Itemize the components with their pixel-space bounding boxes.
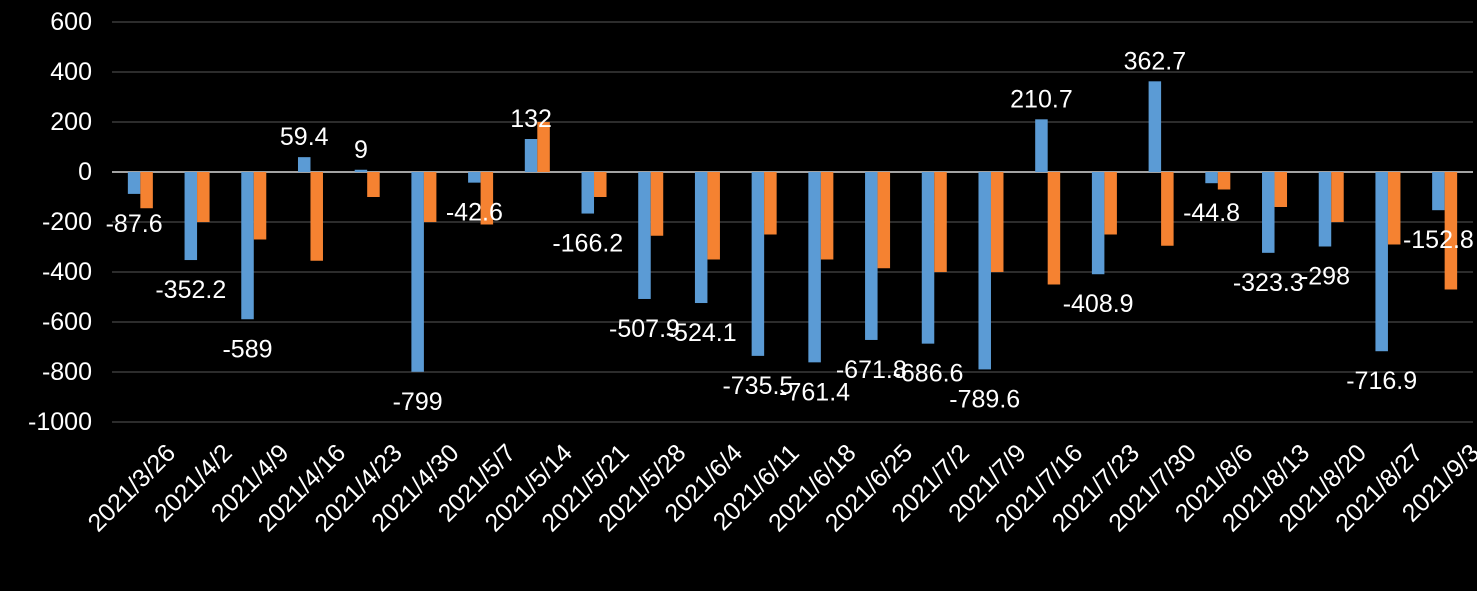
bar-series-2 (1104, 172, 1117, 235)
bar-series-2 (310, 172, 323, 261)
data-label: -671.8 (836, 356, 907, 384)
bar-series-1 (751, 172, 765, 356)
y-tick-label: 600 (50, 8, 92, 36)
bar-series-1 (127, 172, 141, 194)
y-tick-label: 200 (50, 108, 92, 136)
y-tick-label: 400 (50, 58, 92, 86)
data-label: -524.1 (666, 319, 737, 347)
data-label: -735.5 (722, 372, 793, 400)
data-label: 210.7 (1010, 85, 1073, 113)
data-label: -166.2 (552, 230, 623, 258)
bar-series-1 (354, 169, 368, 172)
bar-series-1 (1091, 172, 1105, 275)
data-label: 9 (354, 136, 368, 164)
y-tick-label: -600 (42, 308, 92, 336)
bar-series-2 (1047, 172, 1061, 285)
bar-series-2 (1217, 172, 1231, 190)
bar-series-2 (1387, 172, 1401, 245)
bar-series-2 (253, 172, 267, 240)
bar-series-2 (140, 172, 153, 209)
bar-series-1 (581, 172, 595, 214)
data-label: -44.8 (1183, 199, 1240, 227)
data-label: -507.9 (609, 315, 680, 343)
bar-series-2 (990, 172, 1004, 272)
bar-series-1 (1035, 119, 1048, 172)
bar-series-1 (1318, 172, 1332, 247)
bar-series-2 (1274, 172, 1288, 207)
y-tick-label: 0 (78, 158, 92, 186)
bar-series-2 (877, 172, 891, 269)
y-tick-label: -200 (42, 208, 92, 236)
data-label: 362.7 (1124, 47, 1187, 75)
bar-series-1 (865, 172, 878, 340)
bar-series-2 (423, 172, 437, 222)
data-label: -298 (1300, 263, 1350, 291)
bar-series-1 (638, 172, 651, 299)
data-label: -87.6 (106, 210, 163, 238)
bar-series-2 (1161, 172, 1174, 246)
bar-series-1 (978, 172, 991, 370)
bar-series-1 (808, 172, 821, 363)
bar-series-1 (241, 172, 254, 320)
y-tick-label: -1000 (28, 408, 92, 436)
bar-series-1 (411, 172, 424, 372)
bar-series-1 (1148, 81, 1162, 172)
data-label: -352.2 (155, 276, 226, 304)
bar-series-2 (594, 172, 607, 197)
gridlines (112, 21, 1473, 423)
bar-series-2 (820, 172, 834, 260)
bar-series-1 (1205, 172, 1218, 184)
y-axis-ticks: 600 400 200 0 -200 -400 -600 -800 -1000 (28, 8, 92, 436)
y-tick-label: -800 (42, 358, 92, 386)
data-label: -323.3 (1233, 269, 1304, 297)
bar-series-1 (468, 172, 481, 183)
bar-series-2 (1331, 172, 1344, 222)
bar-series-1 (1262, 172, 1275, 253)
bar-series-2 (480, 172, 494, 225)
bar-series-2 (650, 172, 664, 236)
data-label: -789.6 (949, 385, 1020, 413)
data-label: -42.6 (446, 199, 503, 227)
bar-series-2 (367, 172, 380, 197)
data-label: 132 (510, 105, 552, 133)
data-label: -408.9 (1063, 290, 1134, 318)
bar-series-2 (764, 172, 777, 235)
data-label: 59.4 (280, 123, 329, 151)
data-label: -686.6 (893, 360, 964, 388)
bar-series-1 (524, 139, 538, 172)
data-label: -761.4 (779, 378, 850, 406)
bar-series-2 (197, 172, 210, 222)
bar-series-1 (184, 172, 198, 261)
data-label: -799 (393, 388, 443, 416)
bar-series-2 (1444, 172, 1458, 290)
data-label: -152.8 (1403, 226, 1474, 254)
bar-series-1 (1432, 172, 1445, 211)
bar-series-2 (707, 172, 720, 260)
y-tick-label: -400 (42, 258, 92, 286)
bar-series-2 (537, 122, 550, 172)
bars (127, 81, 1458, 372)
data-labels: -87.6 -352.2 -589 59.4 9 -799 -42.6 132 -166.2 -5… (106, 47, 1474, 415)
bar-series-2 (934, 172, 947, 272)
bar-series-1 (297, 157, 311, 172)
data-label: -589 (222, 335, 272, 363)
bar-series-1 (1375, 172, 1388, 352)
bar-series-1 (921, 172, 935, 344)
data-label: -716.9 (1346, 367, 1417, 395)
bar-series-1 (694, 172, 708, 304)
